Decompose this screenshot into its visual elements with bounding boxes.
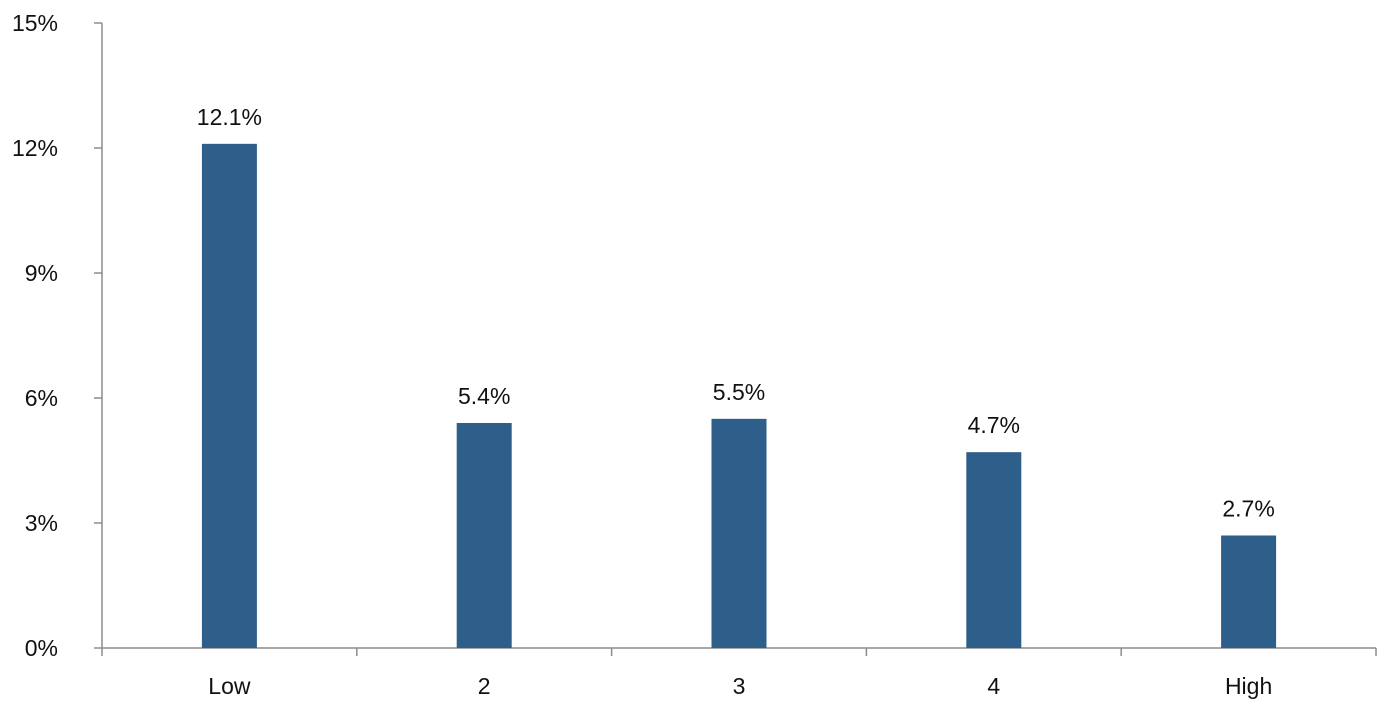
data-label: 2.7% (1222, 496, 1274, 522)
data-labels: 12.1% 5.4% 5.5% 4.7% 2.7% (197, 104, 1275, 522)
bar-4 (966, 452, 1022, 648)
data-label: 12.1% (197, 104, 262, 130)
data-label: 5.5% (713, 379, 765, 405)
y-tick-label: 12% (12, 135, 58, 161)
y-tick-label: 3% (25, 510, 58, 536)
bar-2 (456, 423, 512, 648)
x-tick-label: 2 (478, 673, 491, 699)
y-tick-label: 0% (25, 635, 58, 661)
bar-3 (711, 418, 767, 648)
y-axis: 0% 3% 6% 9% 12% 15% (12, 10, 103, 661)
y-tick-label: 6% (25, 385, 58, 411)
data-label: 5.4% (458, 383, 510, 409)
bars (201, 143, 1277, 649)
x-axis: Low 2 3 4 High (101, 647, 1377, 699)
y-tick-label: 9% (25, 260, 58, 286)
bar-high (1221, 535, 1277, 648)
y-tick-label: 15% (12, 10, 58, 36)
x-tick-label: High (1225, 673, 1272, 699)
x-tick-label: 4 (987, 673, 1000, 699)
x-tick-label: Low (208, 673, 251, 699)
x-tick-label: 3 (733, 673, 746, 699)
data-label: 4.7% (968, 412, 1020, 438)
bar-low (201, 143, 257, 649)
